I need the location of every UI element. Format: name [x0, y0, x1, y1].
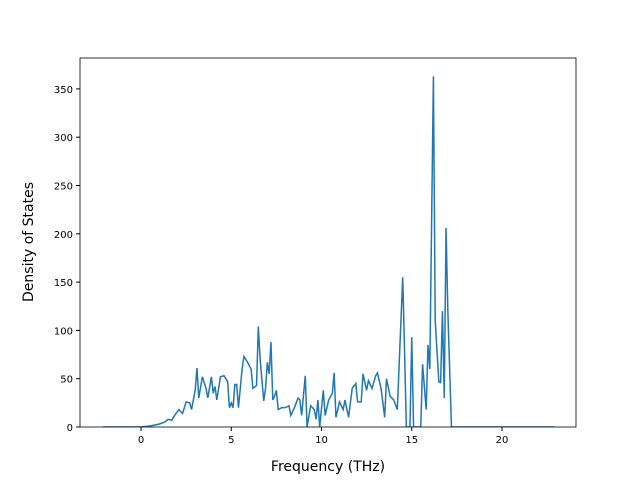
y-tick-label: 100: [54, 326, 73, 337]
y-tick-label: 0: [67, 423, 73, 434]
y-tick-label: 200: [54, 230, 73, 241]
y-axis-label: Density of States: [21, 182, 37, 302]
x-tick-label: 15: [405, 435, 418, 446]
y-tick-label: 250: [54, 182, 73, 193]
x-tick-label: 5: [228, 435, 234, 446]
x-tick-label: 20: [496, 435, 509, 446]
x-tick-label: 0: [138, 435, 144, 446]
y-tick-label: 350: [54, 85, 73, 96]
y-tick-label: 50: [60, 375, 73, 386]
y-tick-label: 300: [54, 133, 73, 144]
x-axis-label: Frequency (THz): [271, 459, 385, 475]
line: [103, 76, 555, 427]
x-tick-label: 10: [315, 435, 328, 446]
y-tick-label: 150: [54, 278, 73, 289]
plot-frame: [79, 57, 577, 428]
